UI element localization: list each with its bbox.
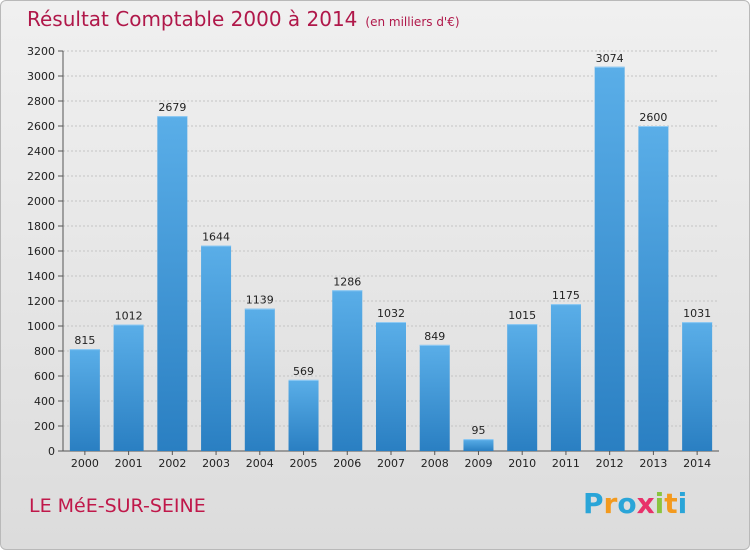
bar [550,304,581,451]
bar-value-label: 815 [74,334,95,347]
bar [507,324,538,451]
y-tick-label: 1400 [27,270,55,283]
chart-subtitle: (en milliers d'€) [365,15,460,29]
bar [376,322,406,451]
bar-value-label: 1644 [202,231,230,244]
logo-letter: i [654,487,665,520]
y-tick-label: 2400 [27,145,55,158]
y-tick-label: 400 [34,395,55,408]
x-tick-label: 2013 [639,457,667,470]
commune-name: LE MéE-SUR-SEINE [29,495,206,517]
bar [201,245,232,451]
y-tick-label: 3200 [27,45,55,58]
bar-value-label: 1012 [115,310,143,323]
bar [288,379,319,451]
y-tick-label: 2200 [27,170,55,183]
x-tick-label: 2006 [333,457,361,470]
bar [157,116,188,451]
x-tick-label: 2001 [115,457,143,470]
y-tick-label: 3000 [27,70,55,83]
x-tick-label: 2014 [683,457,711,470]
bar-value-label: 569 [293,365,314,378]
bar-value-label: 1175 [552,289,580,302]
bar-value-label: 2679 [158,101,186,114]
x-tick-labels: 2000 2001 2002 2003 2004 2005 2006 2007 2008 2009… [71,451,711,470]
bar [463,439,494,451]
bar-value-label: 849 [424,330,445,343]
logo-letter: r [603,487,618,520]
x-tick-label: 2009 [464,457,492,470]
x-tick-label: 2011 [552,457,580,470]
value-labels: 815 1012 2679 1644 1139 569 1286 1032 849 95 1015 1… [74,52,711,437]
x-tick-label: 2010 [508,457,536,470]
y-tick-label: 2000 [27,195,55,208]
bar [332,290,363,451]
y-tick-labels: 0 200 400 600 800 1000 1200 1400 1600 1800 2000 220… [27,45,55,458]
logo-letter: t [664,487,678,520]
bar-value-label: 3074 [596,52,624,65]
bar [113,324,144,451]
y-tick-label: 0 [48,445,55,458]
y-tick-label: 1000 [27,320,55,333]
x-tick-label: 2008 [421,457,449,470]
y-tick-label: 1800 [27,220,55,233]
x-tick-label: 2007 [377,457,405,470]
x-tick-label: 2003 [202,457,230,470]
y-tick-label: 1600 [27,245,55,258]
logo-letter: x [636,487,655,520]
bars [69,66,713,451]
y-tick-label: 2600 [27,120,55,133]
x-tick-label: 2002 [158,457,186,470]
bar [594,66,625,451]
x-tick-label: 2004 [246,457,274,470]
chart-title-text: Résultat Comptable 2000 à 2014 [27,7,358,31]
bar-value-label: 1015 [508,309,536,322]
bar-value-label: 1032 [377,307,405,320]
y-tick-label: 600 [34,370,55,383]
logo-letter: i [677,487,688,520]
bar-value-label: 1139 [246,294,274,307]
bar [638,126,669,451]
y-tick-label: 200 [34,420,55,433]
bar-value-label: 1286 [333,275,361,288]
x-tick-label: 2005 [290,457,318,470]
chart-title: Résultat Comptable 2000 à 2014 (en millie… [27,7,460,31]
logo-letter: P [583,487,604,520]
proxiti-logo: Proxiti [583,487,687,520]
logo-letter: o [617,487,637,520]
bar-value-label: 2600 [639,111,667,124]
bar [682,322,713,451]
x-tick-label: 2000 [71,457,99,470]
y-tick-label: 1200 [27,295,55,308]
y-tick-label: 800 [34,345,55,358]
x-tick-label: 2012 [596,457,624,470]
y-tick-label: 2800 [27,95,55,108]
bar-value-label: 1031 [683,307,711,320]
bar [419,344,450,451]
bar [69,349,100,451]
bar [244,308,275,451]
bar-value-label: 95 [471,424,485,437]
